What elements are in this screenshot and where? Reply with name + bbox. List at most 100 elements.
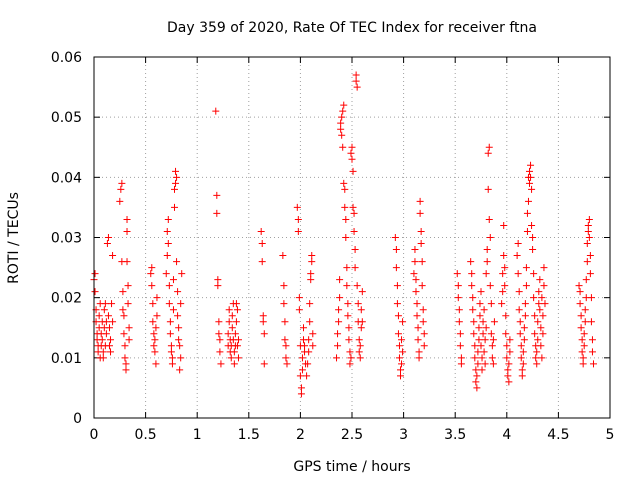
y-tick-label: 0.01 xyxy=(51,351,82,367)
y-tick-label: 0.06 xyxy=(51,50,82,66)
y-tick-label: 0.04 xyxy=(51,170,82,186)
data-point xyxy=(234,336,242,344)
data-point xyxy=(517,354,525,362)
data-point xyxy=(172,179,180,187)
x-tick-label: 2 xyxy=(296,427,305,443)
data-point xyxy=(588,348,596,356)
data-point xyxy=(537,324,545,332)
data-point xyxy=(575,282,583,290)
data-point xyxy=(349,203,357,211)
x-tick-label: 2.5 xyxy=(341,427,363,443)
data-point xyxy=(484,149,492,157)
grid-lines xyxy=(94,57,610,418)
data-point xyxy=(301,342,309,350)
data-point xyxy=(153,312,161,320)
x-tick-label: 4 xyxy=(502,427,511,443)
data-point xyxy=(517,342,525,350)
data-point xyxy=(120,330,128,338)
data-point xyxy=(258,240,266,248)
data-point xyxy=(468,282,476,290)
data-point xyxy=(418,258,426,266)
data-point xyxy=(456,330,464,338)
data-point xyxy=(519,348,527,356)
data-point xyxy=(519,360,527,368)
data-point xyxy=(230,360,238,368)
data-point xyxy=(474,348,482,356)
chart-title: Day 359 of 2020, Rate Of TEC Index for r… xyxy=(167,20,537,36)
data-point xyxy=(475,324,483,332)
data-point xyxy=(515,306,523,314)
data-point xyxy=(514,240,522,248)
data-point xyxy=(231,330,239,338)
data-point xyxy=(457,360,465,368)
data-point xyxy=(538,354,546,362)
data-point xyxy=(417,240,425,248)
data-point xyxy=(520,336,528,344)
data-point xyxy=(521,312,529,320)
data-points xyxy=(90,71,597,398)
data-point xyxy=(283,360,291,368)
data-point xyxy=(352,71,360,79)
y-tick-label: 0 xyxy=(73,411,82,427)
data-point xyxy=(523,227,531,235)
data-point xyxy=(532,354,540,362)
data-point xyxy=(173,173,181,181)
data-point xyxy=(522,282,530,290)
data-point xyxy=(306,300,314,308)
data-point xyxy=(471,342,479,350)
data-point xyxy=(213,191,221,199)
data-point xyxy=(473,372,481,380)
data-point xyxy=(391,234,399,241)
data-point xyxy=(488,342,496,350)
data-point xyxy=(152,360,160,368)
data-point xyxy=(175,324,183,332)
data-point xyxy=(341,185,349,193)
data-point xyxy=(296,372,304,380)
data-point xyxy=(536,306,544,314)
data-point xyxy=(419,306,427,314)
data-point xyxy=(295,294,303,302)
data-point xyxy=(469,306,477,314)
data-point xyxy=(470,318,478,326)
data-point xyxy=(337,125,345,133)
data-point xyxy=(416,209,424,217)
data-point xyxy=(177,354,185,362)
data-point xyxy=(589,360,597,368)
data-point xyxy=(485,143,493,151)
data-point xyxy=(95,312,103,320)
data-point xyxy=(533,348,541,356)
data-point xyxy=(170,203,178,211)
data-point xyxy=(119,288,127,296)
data-point xyxy=(148,264,156,272)
data-point xyxy=(216,336,224,344)
data-point xyxy=(147,270,155,278)
data-point xyxy=(346,360,354,368)
data-point xyxy=(102,318,110,326)
data-point xyxy=(279,252,287,260)
data-point xyxy=(482,270,490,278)
x-tick-label: 0 xyxy=(90,427,99,443)
data-point xyxy=(469,294,477,302)
data-point xyxy=(216,348,224,356)
data-point xyxy=(358,318,366,326)
data-point xyxy=(234,354,242,362)
data-point xyxy=(153,294,161,302)
data-point xyxy=(579,360,587,368)
data-point xyxy=(148,282,156,290)
data-point xyxy=(227,354,235,362)
data-point xyxy=(346,348,354,356)
data-point xyxy=(151,348,159,356)
data-point xyxy=(109,318,117,326)
data-point xyxy=(397,366,405,374)
data-point xyxy=(353,282,361,290)
data-point xyxy=(214,282,222,290)
data-point xyxy=(477,288,485,296)
data-point xyxy=(504,366,512,374)
data-point xyxy=(98,336,106,344)
data-point xyxy=(344,312,352,320)
data-point xyxy=(166,330,174,338)
data-point xyxy=(397,372,405,380)
data-point xyxy=(582,276,590,284)
data-point xyxy=(354,300,362,308)
data-point xyxy=(306,318,314,326)
